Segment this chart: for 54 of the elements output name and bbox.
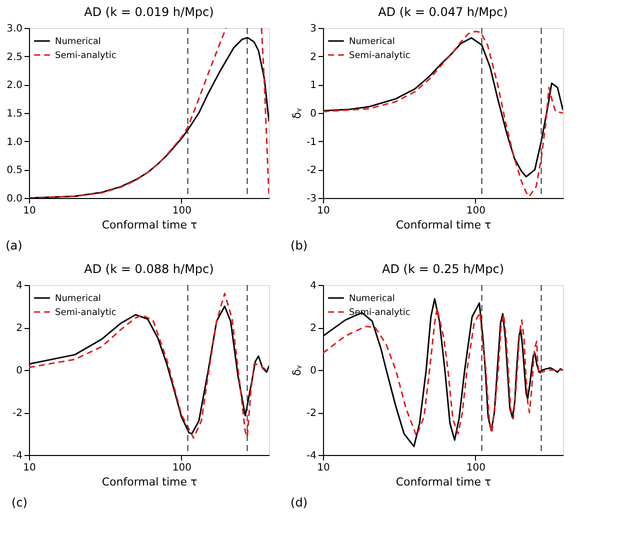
y-tick-label: 0.0 <box>6 194 22 204</box>
y-tick-label: 1.0 <box>6 136 22 148</box>
y-tick-label: 1.5 <box>6 108 22 120</box>
y-tick-label: 2.0 <box>6 80 22 92</box>
x-tick-label: 100 <box>466 462 486 474</box>
y-tick-label: -1 <box>306 136 316 148</box>
chart-title: AD (k = 0.047 h/Mpc) <box>378 5 508 19</box>
y-tick-label: 2 <box>310 323 316 334</box>
legend-label: Semi-analytic <box>349 51 410 61</box>
y-tick-label: 2 <box>16 323 22 334</box>
y-tick-label: 2.5 <box>6 52 22 63</box>
legend-label: Numerical <box>55 294 101 304</box>
text: (a) <box>6 238 22 252</box>
y-tick-label: 0 <box>310 108 316 120</box>
chart-title: AD (k = 0.019 h/Mpc) <box>84 5 214 19</box>
x-tick-label: 10 <box>23 462 36 474</box>
legend-label: Semi-analytic <box>55 51 116 61</box>
legend-label: Numerical <box>349 294 395 304</box>
legend-label: Semi-analytic <box>349 308 410 318</box>
legend-label: Semi-analytic <box>55 308 116 318</box>
text: (c) <box>12 496 28 510</box>
x-tick-label: 100 <box>172 462 192 474</box>
legend-label: Numerical <box>349 37 395 47</box>
y-tick-label: -4 <box>306 450 316 462</box>
x-tick-label: 10 <box>317 462 330 474</box>
y-tick-label: 3.0 <box>6 24 22 34</box>
y-tick-label: -2 <box>306 165 316 176</box>
x-axis-title: Conformal time τ <box>102 476 198 488</box>
y-tick-label: 4 <box>16 280 22 292</box>
x-tick-label: 10 <box>23 206 36 216</box>
y-tick-label: 1 <box>310 80 316 92</box>
y-axis-title: δᵧ <box>290 108 304 119</box>
x-tick-label: 100 <box>466 206 486 216</box>
y-tick-label: -2 <box>12 408 22 419</box>
x-tick-label: 10 <box>317 206 330 216</box>
y-tick-label: 0 <box>310 366 316 376</box>
y-tick-label: 4 <box>310 280 316 292</box>
legend-label: Numerical <box>55 37 101 47</box>
y-axis-title: δᵧ <box>290 365 304 376</box>
y-tick-label: 2 <box>310 52 316 63</box>
y-tick-label: 0.5 <box>6 165 22 176</box>
y-tick-label: -4 <box>12 450 22 462</box>
y-tick-label: 0 <box>16 366 22 376</box>
text: (d) <box>290 496 308 510</box>
x-axis-title: Conformal time τ <box>102 218 198 232</box>
y-tick-label: -3 <box>306 194 316 204</box>
x-tick-label: 100 <box>172 206 192 216</box>
text: (b) <box>290 238 308 252</box>
y-tick-label: -2 <box>306 408 316 419</box>
x-axis-title: Conformal time τ <box>396 218 492 232</box>
x-axis-title: Conformal time τ <box>396 476 492 488</box>
chart-title: AD (k = 0.088 h/Mpc) <box>84 262 214 276</box>
y-tick-label: 3 <box>310 24 316 34</box>
chart-title: AD (k = 0.25 h/Mpc) <box>382 262 504 276</box>
